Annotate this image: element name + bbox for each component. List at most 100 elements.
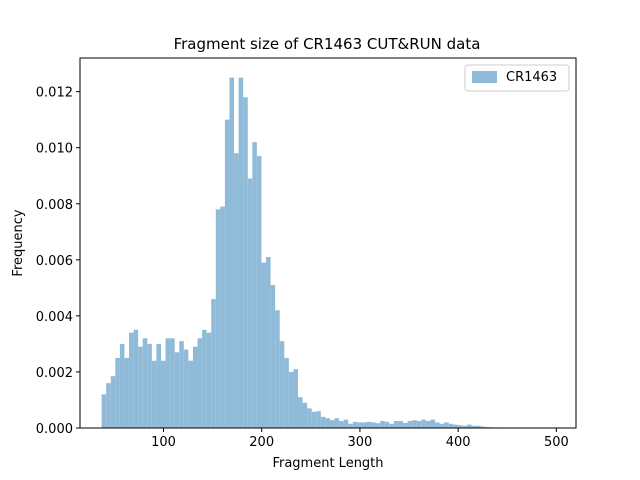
plot-area-frame: [79, 57, 577, 429]
histogram-bar: [320, 416, 326, 428]
histogram-bar: [252, 142, 257, 428]
histogram-bar: [398, 420, 404, 428]
histogram-bar: [439, 423, 445, 428]
histogram-bar: [384, 421, 390, 428]
histogram-bar: [284, 357, 289, 428]
y-tick-label: 0.004: [36, 310, 73, 325]
histogram-bar: [307, 408, 312, 428]
histogram-bar: [174, 352, 180, 428]
histogram-bar: [316, 411, 321, 428]
legend-swatch: [472, 71, 497, 83]
chart-title: Fragment size of CR1463 CUT&RUN data: [174, 35, 481, 53]
histogram-bar: [142, 338, 148, 428]
histogram-bar: [352, 421, 358, 428]
y-axis-label: Frequency: [11, 209, 26, 276]
histogram-bar: [266, 257, 271, 428]
histogram-bar: [133, 329, 139, 428]
histogram-bar: [366, 421, 372, 428]
y-tick-label: 0.000: [36, 422, 73, 437]
histogram-bar: [375, 423, 381, 428]
histogram-bar: [416, 420, 422, 428]
x-axis-ticks: 100 200 300 400 500: [151, 428, 569, 450]
histogram-bar: [448, 423, 454, 428]
histogram-bar: [151, 360, 157, 428]
histogram-bar: [106, 383, 111, 428]
histogram-bar: [293, 369, 298, 428]
histogram-bar: [160, 360, 166, 428]
histogram-bar: [457, 425, 463, 428]
histogram-bar: [380, 420, 385, 428]
x-axis-label: Fragment Length: [272, 456, 383, 471]
histogram-bar: [466, 424, 472, 428]
histogram-bar: [421, 419, 426, 428]
histogram-bar: [179, 341, 184, 428]
histogram-bar: [224, 119, 230, 429]
legend-label: CR1463: [506, 70, 557, 85]
histogram-bar: [288, 371, 294, 428]
histogram-bar: [101, 394, 107, 428]
histogram-bar: [206, 332, 212, 428]
histogram-bar: [238, 77, 244, 428]
histogram-bar: [407, 420, 413, 428]
histogram-bar: [339, 420, 344, 428]
histogram-bar: [261, 262, 267, 428]
histogram-bar: [275, 310, 280, 428]
histogram-bar: [279, 341, 285, 428]
y-tick-label: 0.010: [36, 142, 73, 157]
histogram-bar: [302, 402, 308, 428]
histogram-bar: [188, 360, 193, 428]
histogram-bar: [348, 423, 353, 428]
histogram-bar: [110, 376, 116, 428]
histogram-bar: [220, 206, 225, 428]
histogram-bar: [476, 425, 481, 428]
histogram-bar: [361, 422, 367, 428]
histogram-bar: [138, 346, 143, 428]
histogram-bar: [329, 420, 335, 428]
histogram-bar: [412, 420, 417, 428]
histogram-bar: [325, 418, 330, 428]
histogram-bar: [247, 178, 253, 428]
histogram-bar: [165, 338, 171, 428]
histogram-bar: [444, 422, 449, 428]
histogram-bar: [371, 422, 376, 428]
y-axis-ticks: 0.000 0.002 0.004 0.006 0.008 0.010 0.012: [36, 86, 80, 437]
x-tick-label: 100: [151, 435, 176, 450]
histogram-bar: [243, 97, 248, 428]
histogram-bar: [202, 329, 207, 428]
bars-group: [101, 77, 559, 429]
histogram-bar: [393, 420, 399, 428]
histogram-bar: [197, 338, 203, 428]
histogram-bar: [311, 411, 317, 428]
x-tick-label: 200: [249, 435, 274, 450]
histogram-bar: [147, 343, 152, 428]
y-tick-label: 0.006: [36, 254, 73, 269]
histogram-bar: [234, 153, 239, 428]
histogram-bar: [192, 346, 198, 428]
x-tick-label: 500: [544, 435, 569, 450]
y-tick-label: 0.008: [36, 198, 73, 213]
histogram-bar: [343, 419, 349, 428]
histogram-bar: [297, 397, 303, 428]
histogram-bar: [129, 332, 134, 428]
histogram-bar: [389, 423, 394, 428]
histogram-bar: [425, 420, 431, 428]
histogram-bar: [183, 349, 189, 428]
histogram-bar: [229, 77, 235, 428]
histogram-bar: [211, 299, 216, 428]
legend: CR1463: [464, 64, 570, 92]
histogram-bar: [480, 426, 486, 428]
histogram-bar: [403, 422, 408, 428]
y-tick-label: 0.002: [36, 366, 73, 381]
histogram-bar: [471, 425, 477, 428]
histogram-bar: [270, 285, 276, 428]
x-tick-label: 400: [446, 435, 471, 450]
histogram-bar: [124, 357, 130, 428]
y-tick-label: 0.012: [36, 86, 73, 101]
histogram-bar: [256, 156, 262, 428]
histogram-bar: [462, 425, 467, 428]
histogram-bar: [430, 419, 436, 428]
histogram-bar: [215, 209, 221, 428]
histogram-bar: [357, 422, 362, 428]
histogram-bar: [119, 343, 125, 428]
